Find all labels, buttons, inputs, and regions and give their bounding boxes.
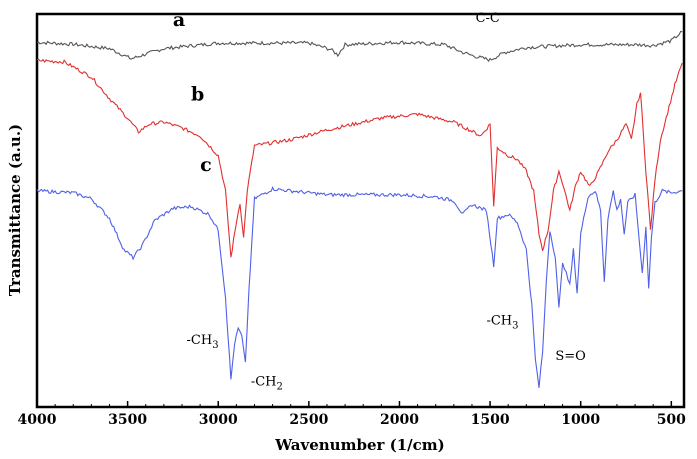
x-tick-label: 1000 — [561, 412, 600, 428]
series-label-a: a — [173, 9, 185, 31]
x-tick-label: 3000 — [199, 412, 238, 428]
annotation-base: S=O — [555, 349, 585, 364]
x-tick-label: 3500 — [108, 412, 147, 428]
x-axis-ticks: 4000 3500 3000 2500 2000 1500 1000 500 — [18, 401, 686, 428]
x-tick-label: 4000 — [18, 412, 57, 428]
series-layer — [36, 30, 683, 388]
series-line-b — [36, 58, 683, 258]
annotation-base: C-C — [476, 11, 500, 26]
x-tick-label: 2500 — [289, 412, 328, 428]
peak-annotation: -CH3 — [187, 333, 219, 351]
x-tick-label: 500 — [657, 412, 686, 428]
peak-annotation: C-C — [476, 11, 500, 26]
annotation-base: -CH — [187, 333, 213, 348]
annotation-subscript: 2 — [277, 381, 283, 392]
peak-annotation: S=O — [555, 349, 585, 364]
annotation-subscript: 3 — [212, 340, 218, 351]
annotation-base: -CH — [486, 313, 512, 328]
series-label-c: c — [200, 154, 212, 176]
plot-frame — [35, 12, 686, 409]
series-line-c — [36, 186, 683, 388]
series-label-b: b — [191, 83, 204, 105]
x-tick-label: 2000 — [380, 412, 419, 428]
x-tick-label: 1500 — [471, 412, 510, 428]
annotation-base: -CH — [251, 374, 277, 389]
peak-annotation: -CH3 — [486, 313, 518, 331]
y-axis-title: Transmittance (a.u.) — [6, 124, 24, 296]
peak-annotation: -CH2 — [251, 374, 283, 392]
series-line-a — [36, 30, 683, 63]
x-axis-title: Wavenumber (1/cm) — [274, 436, 444, 454]
annotation-subscript: 3 — [512, 320, 518, 331]
series-labels: a b c — [173, 9, 212, 176]
